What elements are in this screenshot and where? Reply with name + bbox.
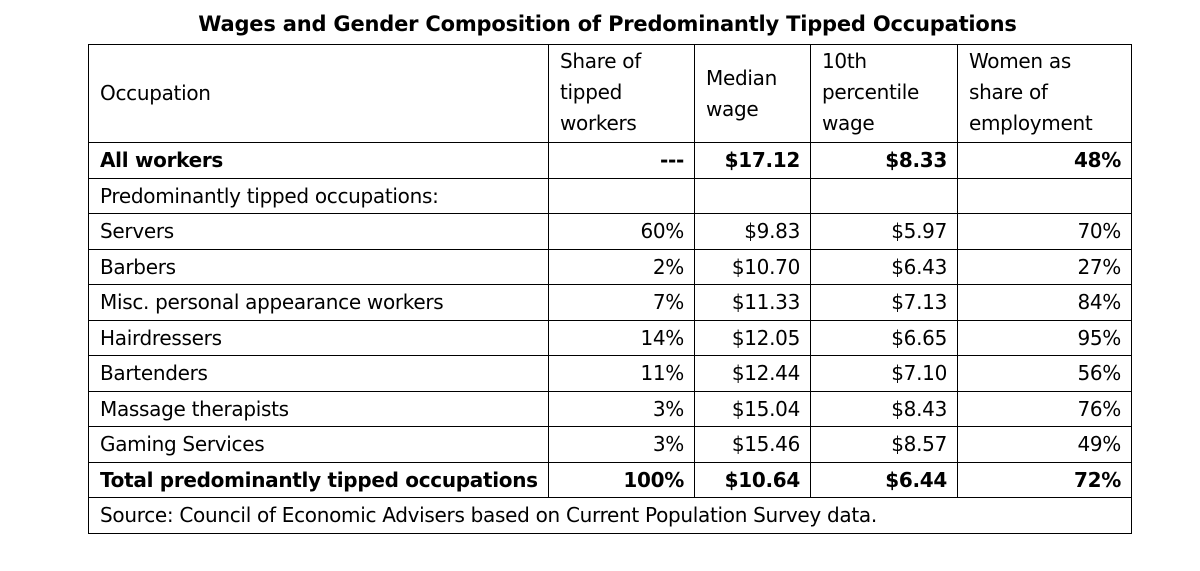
header-occupation-label: Occupation — [100, 81, 211, 105]
header-share-line: Share of — [560, 49, 641, 73]
cell-share — [548, 177, 695, 214]
cell-median: $11.33 — [694, 284, 811, 321]
header-share-line: workers — [560, 111, 637, 135]
cell-women: 70% — [957, 213, 1132, 250]
header-p10: 10th percentile wage — [810, 44, 958, 143]
header-median-line: Median — [706, 65, 777, 90]
header-women-line: Women as — [969, 49, 1071, 73]
cell-occupation: Gaming Services — [88, 426, 549, 463]
cell-median: $9.83 — [694, 213, 811, 250]
cell-p10: $6.43 — [810, 248, 958, 285]
table-row: Servers 60% $9.83 $5.97 70% — [88, 213, 1132, 250]
cell-women: 48% — [957, 142, 1132, 179]
cell-share: 60% — [548, 213, 695, 250]
cell-women: 76% — [957, 390, 1132, 427]
cell-occupation: Massage therapists — [88, 390, 549, 427]
table-title: Wages and Gender Composition of Predomin… — [198, 12, 1017, 36]
cell-women: 72% — [957, 461, 1132, 498]
header-women-line: employment — [969, 111, 1093, 135]
header-women-line: share of — [969, 80, 1048, 104]
cell-p10: $8.43 — [810, 390, 958, 427]
header-p10-line: wage — [822, 111, 875, 135]
cell-median: $10.64 — [694, 461, 811, 498]
cell-median: $10.70 — [694, 248, 811, 285]
cell-share: --- — [548, 142, 695, 179]
cell-median: $17.12 — [694, 142, 811, 179]
cell-share: 2% — [548, 248, 695, 285]
header-row: Occupation Share of tipped workers Media… — [88, 44, 1132, 143]
header-share: Share of tipped workers — [548, 44, 695, 143]
table-row: Hairdressers 14% $12.05 $6.65 95% — [88, 319, 1132, 356]
cell-share: 7% — [548, 284, 695, 321]
cell-p10: $7.13 — [810, 284, 958, 321]
cell-share: 100% — [548, 461, 695, 498]
cell-median: $15.46 — [694, 426, 811, 463]
table-row: Massage therapists 3% $15.04 $8.43 76% — [88, 390, 1132, 427]
cell-occupation: Bartenders — [88, 355, 549, 392]
table-row-all-workers: All workers --- $17.12 $8.33 48% — [88, 142, 1132, 179]
header-women: Women as share of employment — [957, 44, 1132, 143]
cell-p10: $7.10 — [810, 355, 958, 392]
header-median: Median wage — [694, 44, 811, 143]
cell-occupation: Predominantly tipped occupations: — [88, 177, 549, 214]
cell-median: $15.04 — [694, 390, 811, 427]
header-p10-line: 10th — [822, 49, 867, 73]
table-row-section-label: Predominantly tipped occupations: — [88, 177, 1132, 214]
header-p10-line: percentile — [822, 80, 920, 104]
table-row: Misc. personal appearance workers 7% $11… — [88, 284, 1132, 321]
cell-occupation: Misc. personal appearance workers — [88, 284, 549, 321]
table-row: Bartenders 11% $12.44 $7.10 56% — [88, 355, 1132, 392]
cell-share: 11% — [548, 355, 695, 392]
cell-median: $12.05 — [694, 319, 811, 356]
cell-share: 3% — [548, 426, 695, 463]
cell-women: 95% — [957, 319, 1132, 356]
source-note: Source: Council of Economic Advisers bas… — [88, 497, 1132, 534]
cell-occupation: Barbers — [88, 248, 549, 285]
cell-women: 56% — [957, 355, 1132, 392]
tipped-occupations-table: Occupation Share of tipped workers Media… — [88, 44, 1132, 534]
header-share-line: tipped — [560, 80, 622, 104]
table-row: Gaming Services 3% $15.46 $8.57 49% — [88, 426, 1132, 463]
cell-p10: $6.65 — [810, 319, 958, 356]
cell-median: $12.44 — [694, 355, 811, 392]
source-row: Source: Council of Economic Advisers bas… — [88, 497, 1132, 534]
cell-occupation: Total predominantly tipped occupations — [88, 461, 549, 498]
cell-median — [694, 177, 811, 214]
header-occupation: Occupation — [88, 44, 549, 143]
cell-p10: $5.97 — [810, 213, 958, 250]
cell-share: 14% — [548, 319, 695, 356]
cell-p10: $8.57 — [810, 426, 958, 463]
cell-women: 49% — [957, 426, 1132, 463]
cell-p10 — [810, 177, 958, 214]
header-median-line: wage — [706, 96, 759, 121]
cell-occupation: Servers — [88, 213, 549, 250]
cell-occupation: All workers — [88, 142, 549, 179]
cell-occupation: Hairdressers — [88, 319, 549, 356]
cell-p10: $8.33 — [810, 142, 958, 179]
table-row-total: Total predominantly tipped occupations 1… — [88, 461, 1132, 498]
cell-women: 84% — [957, 284, 1132, 321]
cell-women: 27% — [957, 248, 1132, 285]
cell-p10: $6.44 — [810, 461, 958, 498]
cell-share: 3% — [548, 390, 695, 427]
cell-women — [957, 177, 1132, 214]
table-row: Barbers 2% $10.70 $6.43 27% — [88, 248, 1132, 285]
